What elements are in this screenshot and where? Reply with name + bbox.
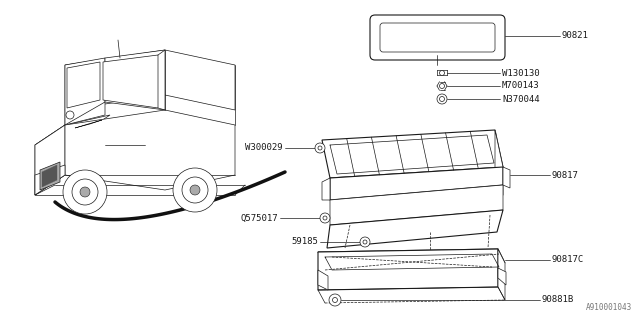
Circle shape — [360, 237, 370, 247]
Circle shape — [173, 168, 217, 212]
Text: 90817C: 90817C — [552, 255, 584, 265]
Circle shape — [315, 143, 325, 153]
Polygon shape — [35, 125, 65, 195]
Polygon shape — [65, 102, 105, 125]
Circle shape — [182, 177, 208, 203]
Circle shape — [320, 213, 330, 223]
Polygon shape — [65, 58, 105, 125]
Polygon shape — [35, 125, 65, 195]
FancyBboxPatch shape — [370, 15, 505, 60]
Circle shape — [363, 240, 367, 244]
Polygon shape — [318, 249, 505, 266]
Circle shape — [318, 146, 322, 150]
Polygon shape — [498, 249, 505, 300]
Polygon shape — [330, 167, 503, 200]
Text: A910001043: A910001043 — [586, 303, 632, 312]
Polygon shape — [105, 50, 165, 110]
Circle shape — [63, 170, 107, 214]
Polygon shape — [35, 165, 65, 195]
Circle shape — [329, 294, 341, 306]
Polygon shape — [103, 55, 158, 108]
Circle shape — [440, 84, 445, 89]
Polygon shape — [495, 130, 503, 205]
Polygon shape — [35, 115, 110, 145]
Polygon shape — [498, 268, 506, 285]
Polygon shape — [318, 270, 328, 290]
Circle shape — [323, 216, 327, 220]
Polygon shape — [322, 130, 503, 178]
Text: W300029: W300029 — [245, 143, 283, 153]
Polygon shape — [40, 162, 60, 190]
Polygon shape — [75, 120, 102, 128]
Text: W130130: W130130 — [502, 68, 540, 77]
Polygon shape — [330, 185, 503, 225]
Polygon shape — [65, 50, 235, 110]
FancyBboxPatch shape — [380, 23, 495, 52]
Text: Q575017: Q575017 — [241, 213, 278, 222]
Circle shape — [437, 94, 447, 104]
Polygon shape — [67, 62, 100, 108]
Polygon shape — [42, 165, 57, 187]
Polygon shape — [322, 178, 330, 200]
Text: 90881B: 90881B — [542, 295, 574, 305]
Circle shape — [66, 111, 74, 119]
Polygon shape — [503, 167, 510, 188]
Circle shape — [440, 70, 445, 76]
Circle shape — [190, 185, 200, 195]
Circle shape — [72, 179, 98, 205]
Polygon shape — [65, 110, 235, 190]
Polygon shape — [327, 210, 503, 248]
Text: N370044: N370044 — [502, 94, 540, 103]
Text: 90821: 90821 — [562, 31, 589, 41]
Circle shape — [440, 97, 445, 101]
Text: 90817: 90817 — [552, 171, 579, 180]
Polygon shape — [318, 249, 498, 290]
Circle shape — [333, 298, 337, 302]
Circle shape — [80, 187, 90, 197]
Text: 59185: 59185 — [291, 237, 318, 246]
Text: M700143: M700143 — [502, 82, 540, 91]
